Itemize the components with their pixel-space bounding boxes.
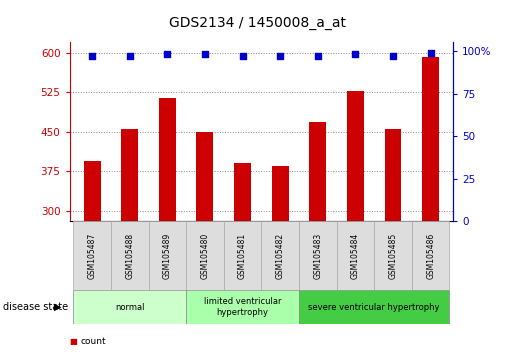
Bar [374,221,412,290]
Bar [347,91,364,221]
Point [126,53,134,59]
Bar [121,129,138,221]
Bar [197,132,213,221]
Bar [422,57,439,221]
Point [314,53,322,59]
Text: GSM105487: GSM105487 [88,233,97,279]
Point [276,53,284,59]
Text: limited ventricular
hypertrophy: limited ventricular hypertrophy [204,297,281,317]
Bar [272,166,288,221]
Text: GSM105482: GSM105482 [276,233,285,279]
Text: count: count [81,337,107,346]
Point [201,52,209,57]
Bar [337,221,374,290]
Point [351,52,359,57]
Bar [73,290,186,324]
Text: disease state: disease state [3,302,67,312]
Text: GSM105485: GSM105485 [388,233,398,279]
Bar [234,164,251,221]
Text: GSM105486: GSM105486 [426,233,435,279]
Text: GSM105483: GSM105483 [313,233,322,279]
Bar [310,122,326,221]
Bar [261,221,299,290]
Bar [111,221,148,290]
Point [389,53,397,59]
Bar [159,98,176,221]
Point [238,53,247,59]
Point [88,53,96,59]
Point [426,50,435,56]
Bar [299,290,450,324]
Point [163,52,171,57]
Bar [186,221,224,290]
Text: GSM105481: GSM105481 [238,233,247,279]
Bar [299,221,337,290]
Bar [83,161,100,221]
Bar [224,221,261,290]
Bar [148,221,186,290]
Bar [412,221,450,290]
Bar [385,129,402,221]
Text: GSM105488: GSM105488 [125,233,134,279]
Text: GSM105484: GSM105484 [351,233,360,279]
Text: normal: normal [115,303,145,312]
Bar [186,290,299,324]
Text: GSM105480: GSM105480 [200,233,210,279]
Text: severe ventricular hypertrophy: severe ventricular hypertrophy [308,303,440,312]
Text: GDS2134 / 1450008_a_at: GDS2134 / 1450008_a_at [169,16,346,30]
Bar [73,221,111,290]
Text: GSM105489: GSM105489 [163,233,172,279]
Text: ■: ■ [70,337,77,346]
Text: ▶: ▶ [54,302,61,312]
